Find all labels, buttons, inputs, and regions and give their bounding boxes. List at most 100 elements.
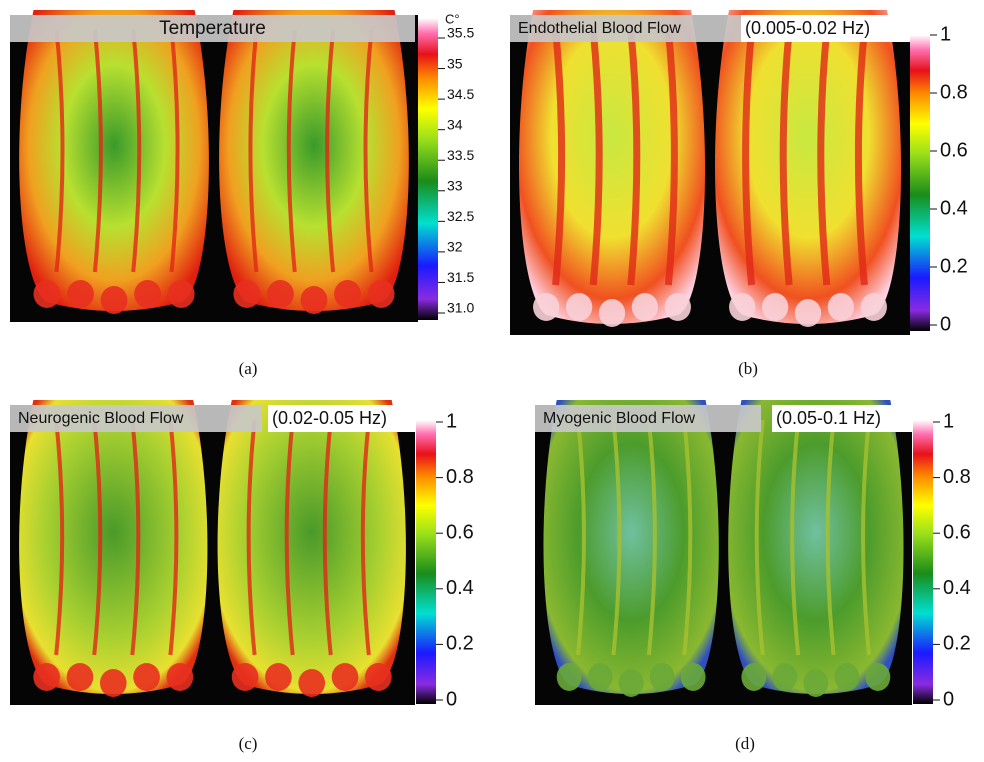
panel-title: Neurogenic Blood Flow [18,410,184,427]
toe [334,280,361,308]
colorbar-tick-label: 0 [446,688,457,710]
vessel [817,29,831,286]
vessel [286,29,297,273]
colorbar [416,420,436,704]
toe [827,293,855,321]
colorbar-tick-label: 0.2 [940,255,968,277]
toe [834,663,860,691]
toe [772,663,798,691]
panel-caption: (d) [735,734,755,753]
toe [761,293,789,321]
panel-caption: (c) [239,734,258,753]
panel-title: Endothelial Blood Flow [518,20,681,37]
frequency-range: (0.05-0.1 Hz) [776,408,881,428]
vessel [664,29,678,286]
colorbar-tick-label: 0 [940,313,951,335]
foot-heatmap [543,400,719,694]
foot-heatmap [19,10,209,311]
vessel [92,29,103,273]
vessel [363,29,374,273]
vessel [552,29,566,286]
toe [860,293,887,321]
vessel [246,419,257,656]
colorbar-tick-label: 0.6 [940,139,968,161]
frequency-range: (0.02-0.05 Hz) [272,408,387,428]
toe [133,663,160,691]
colorbar-tick-label: 0.4 [446,577,474,599]
range-band [772,405,912,432]
toe [166,663,194,691]
toe [167,280,195,308]
toe [66,663,94,691]
panel: Neurogenic Blood Flow (0.02-0.05 Hz) 1 0.8 0… [10,400,474,753]
colorbar [913,420,933,704]
colorbar-tick-label: 32.5 [447,208,474,224]
vessel [742,29,756,286]
panel-title: Myogenic Blood Flow [543,410,696,427]
colorbar-tick-label: 0.4 [943,577,971,599]
colorbar-tick-label: 34 [447,116,463,132]
colorbar [910,35,930,331]
range-band [268,405,415,432]
toe [649,663,675,691]
colorbar-tick-label: 0.8 [943,466,971,488]
vessel [131,29,142,273]
vessel [325,29,336,273]
toe [631,293,659,321]
colorbar-tick-label: 0 [943,688,954,710]
colorbar-tick-label: 35.5 [447,25,474,41]
toe [680,663,706,691]
vessel [360,419,371,656]
colorbar-tick-label: 1 [940,23,951,45]
toe [100,286,128,314]
colorbar [418,18,438,320]
toe [533,293,560,321]
foot-heatmap [518,10,706,324]
foot-heatmap [217,400,406,694]
vessel [779,29,793,286]
range-band [741,15,910,42]
toe [33,280,61,308]
vessel [854,29,868,286]
toe [367,280,395,308]
panel-caption: (a) [239,359,258,378]
title-band [535,405,761,432]
title-band [510,15,742,42]
vessel [54,419,65,656]
colorbar-tick-label: 32 [447,239,463,255]
title-band [10,15,415,42]
toe [794,299,822,327]
toe [365,663,392,691]
vessel [790,419,801,656]
vessel [322,419,333,656]
vessel [130,419,141,656]
toe [298,669,326,697]
toe [233,280,261,308]
colorbar-tick-label: 1 [943,410,954,432]
foot-heatmap [19,400,208,694]
panel-caption: (b) [738,359,758,378]
toe [729,293,756,321]
title-band [10,405,262,432]
vessel [682,419,693,656]
toe [265,663,292,691]
vessel [646,419,657,656]
toe [556,663,582,691]
colorbar-tick-label: 0.2 [943,633,971,655]
foot-heatmap [728,400,904,694]
frequency-range: (0.005-0.02 Hz) [745,18,870,38]
toe [134,280,162,308]
panel: Myogenic Blood Flow (0.05-0.1 Hz) 1 0.8 0.6 0… [535,400,971,753]
toe [67,280,94,308]
colorbar-unit: C° [445,11,460,26]
panel-title: Temperature [159,18,266,39]
colorbar-tick-label: 34.5 [447,86,474,102]
vessel [284,419,295,656]
colorbar-tick-label: 33.5 [447,147,474,163]
panel: Endothelial Blood Flow (0.005-0.02 Hz) 1 0.… [510,10,968,378]
foot-heatmap [714,10,902,324]
toe [598,299,626,327]
colorbar-tick-label: 0.4 [940,197,968,219]
